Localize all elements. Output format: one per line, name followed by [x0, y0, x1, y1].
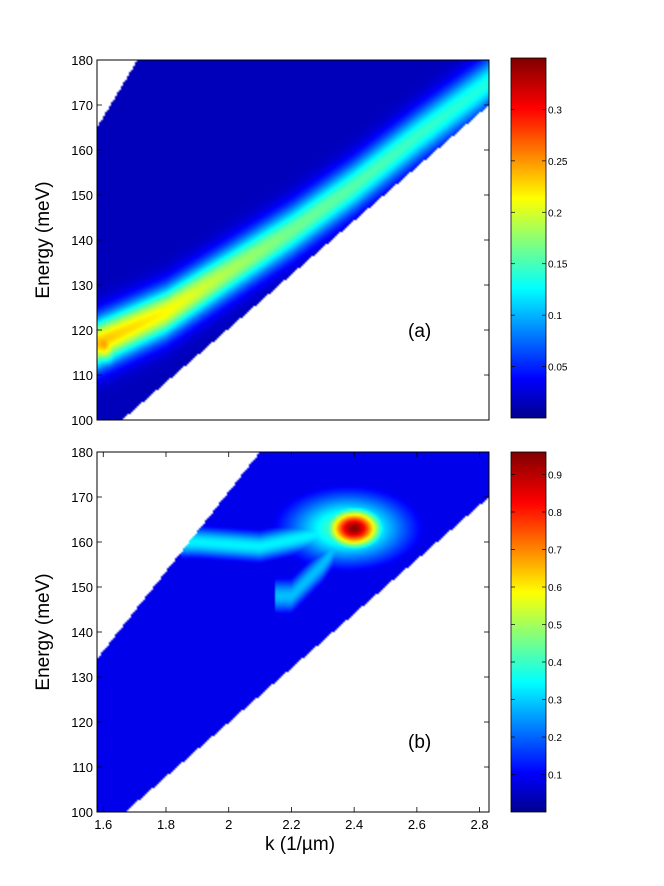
colorbar-tick-label-b: 0.8	[548, 508, 562, 519]
y-tick-label-b: 110	[72, 760, 93, 775]
y-tick-label-a: 180	[71, 53, 93, 68]
y-axis-label-a: Energy (meV)	[33, 181, 54, 298]
y-tick-label-b: 170	[71, 490, 93, 505]
y-tick-label-a: 160	[71, 143, 93, 158]
colorbar-tick-label-a: 0.25	[548, 157, 568, 168]
y-tick-label-b: 160	[71, 535, 93, 550]
y-tick-label-a: 170	[71, 98, 93, 113]
colorbar-tick-label-b: 0.4	[548, 658, 562, 669]
colorbar-b: 0.1 0.2 0.3 0.4 0.5 0.6 0.7 0.8 0.9	[510, 451, 562, 813]
colorbar-a-scale	[510, 57, 547, 419]
y-tick-label-b: 130	[71, 670, 93, 685]
panel-b: 100 110 120 130 140 150 160 170 180 1.6 1.8 2 2.2 2.…	[33, 445, 562, 855]
panel-label-b: (b)	[408, 732, 431, 753]
colorbar-b-scale	[510, 451, 547, 813]
y-ticks-a: 100 110 120 130 140 150 160 170 180	[71, 53, 489, 428]
y-tick-label-a: 110	[72, 368, 93, 383]
colorbar-tick-label-b: 0.1	[548, 771, 562, 782]
y-tick-label-a: 130	[71, 278, 93, 293]
y-axis-label-b: Energy (meV)	[33, 573, 54, 690]
y-tick-label-a: 150	[71, 188, 93, 203]
y-tick-label-b: 180	[71, 445, 93, 460]
y-tick-label-b: 150	[71, 580, 93, 595]
colorbar-b-ticks: 0.1 0.2 0.3 0.4 0.5 0.6 0.7 0.8 0.9	[511, 471, 562, 782]
y-tick-label-a: 120	[71, 323, 93, 338]
panel-label-a: (a)	[408, 321, 431, 342]
panel-a: 100 110 120 130 140 150 160 170 180 Energy (meV)…	[33, 53, 568, 428]
x-tick-label-b: 2	[225, 817, 232, 832]
colorbar-a-ticks: 0.05 0.1 0.15 0.2 0.25 0.3	[511, 105, 568, 374]
colorbar-tick-label-a: 0.15	[548, 260, 568, 271]
colorbar-tick-label-b: 0.7	[548, 546, 562, 557]
colorbar-tick-label-a: 0.3	[548, 105, 562, 116]
heatmap-a	[97, 60, 489, 420]
colorbar-tick-label-a: 0.05	[548, 363, 568, 374]
plot-area-a	[96, 59, 490, 421]
colorbar-tick-label-b: 0.3	[548, 696, 562, 707]
x-tick-label-b: 2.8	[471, 817, 489, 832]
colorbar-tick-label-b: 0.5	[548, 621, 562, 632]
y-tick-label-a: 140	[71, 233, 93, 248]
colorbar-a: 0.05 0.1 0.15 0.2 0.25 0.3	[510, 57, 568, 419]
colorbar-tick-label-b: 0.9	[548, 471, 562, 482]
y-tick-label-b: 100	[71, 805, 93, 820]
colorbar-tick-label-b: 0.6	[548, 583, 562, 594]
y-tick-label-b: 120	[71, 715, 93, 730]
colorbar-tick-label-a: 0.2	[548, 208, 562, 219]
colorbar-tick-label-a: 0.1	[548, 311, 562, 322]
y-ticks-b: 100 110 120 130 140 150 160 170 180	[71, 445, 489, 820]
y-tick-label-a: 100	[71, 413, 93, 428]
x-tick-label-b: 2.4	[345, 817, 363, 832]
x-tick-label-b: 2.6	[408, 817, 426, 832]
plot-area-b	[96, 451, 490, 813]
x-tick-label-b: 1.6	[94, 817, 112, 832]
heatmap-b	[97, 452, 489, 812]
y-tick-label-b: 140	[71, 625, 93, 640]
x-tick-label-b: 1.8	[157, 817, 175, 832]
x-axis-label-b: k (1/µm)	[265, 834, 335, 855]
x-ticks-b: 1.6 1.8 2 2.2 2.4 2.6 2.8	[94, 452, 489, 832]
x-tick-label-b: 2.2	[282, 817, 300, 832]
colorbar-tick-label-b: 0.2	[548, 733, 562, 744]
